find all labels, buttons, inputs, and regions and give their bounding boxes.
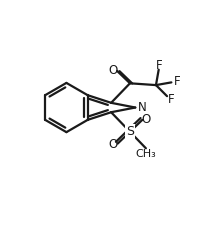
Text: O: O bbox=[108, 64, 117, 77]
Text: F: F bbox=[173, 75, 180, 88]
Text: N: N bbox=[138, 101, 146, 114]
Text: O: O bbox=[142, 113, 151, 126]
Text: S: S bbox=[126, 125, 134, 138]
Text: F: F bbox=[155, 59, 162, 72]
Text: CH₃: CH₃ bbox=[135, 149, 156, 159]
Text: F: F bbox=[168, 93, 175, 106]
Text: O: O bbox=[109, 138, 118, 151]
